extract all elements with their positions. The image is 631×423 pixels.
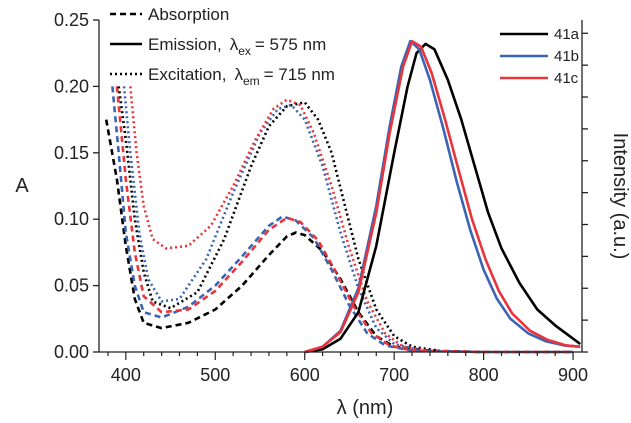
y-tick-label-left: 0.10 bbox=[54, 209, 89, 229]
legend-label-41c: 41c bbox=[554, 70, 579, 87]
x-axis-title: λ (nm) bbox=[337, 397, 394, 419]
bottom-axis-ticks: 400 500 600 700 800 900 bbox=[107, 352, 588, 385]
y-tick-label-left: 0.20 bbox=[54, 76, 89, 96]
legend-excitation-label: Excitation, λem = 715 nm bbox=[148, 65, 335, 88]
y-axis-title-right: Intensity (a.u.) bbox=[609, 133, 631, 260]
curve-41b-excitation bbox=[122, 86, 422, 352]
curve-41c-excitation bbox=[129, 86, 431, 352]
y-axis-title-left: A bbox=[15, 175, 29, 197]
x-tick-label: 400 bbox=[111, 365, 141, 385]
x-tick-label: 900 bbox=[558, 365, 588, 385]
compound-legend: 41a 41b 41c bbox=[500, 26, 580, 87]
curve-41c-absorption bbox=[115, 86, 574, 354]
legend-label-41a: 41a bbox=[554, 26, 580, 43]
legend-absorption-label: Absorption bbox=[148, 5, 229, 24]
curve-41a-absorption bbox=[104, 119, 574, 354]
legend-emission-label: Emission, λex = 575 nm bbox=[148, 35, 326, 58]
right-axis-ticks bbox=[582, 32, 588, 353]
curve-type-legend: Absorption Emission, λex = 575 nm Excitati… bbox=[110, 5, 335, 88]
curve-41b-emission bbox=[304, 39, 581, 354]
left-axis-ticks: 0.00 0.05 0.10 0.15 0.20 0.25 bbox=[54, 10, 99, 362]
curve-41a-excitation bbox=[117, 86, 440, 352]
plot-curves bbox=[104, 39, 581, 354]
y-tick-label-left: 0.15 bbox=[54, 143, 89, 163]
curve-41c-emission bbox=[304, 39, 581, 354]
x-tick-label: 500 bbox=[200, 365, 230, 385]
x-tick-label: 600 bbox=[290, 365, 320, 385]
curve-41b-absorption bbox=[111, 86, 574, 354]
y-tick-label-left: 0.00 bbox=[54, 342, 89, 362]
legend-label-41b: 41b bbox=[554, 48, 579, 65]
x-tick-label: 700 bbox=[379, 365, 409, 385]
y-tick-label-left: 0.25 bbox=[54, 10, 89, 30]
curve-41a-emission bbox=[304, 42, 581, 354]
x-tick-label: 800 bbox=[469, 365, 499, 385]
y-tick-label-left: 0.05 bbox=[54, 276, 89, 296]
